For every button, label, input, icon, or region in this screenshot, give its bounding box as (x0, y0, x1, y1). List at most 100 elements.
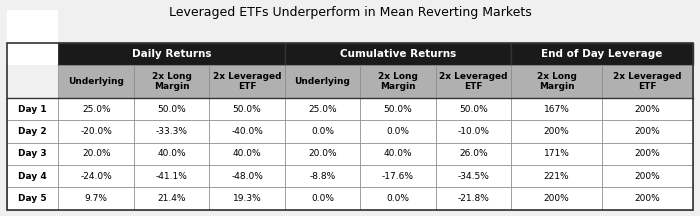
Text: 200%: 200% (544, 194, 570, 203)
Bar (7, 165, 58, 187)
Bar (285, 65, 360, 98)
Bar (511, 120, 602, 143)
Text: 9.7%: 9.7% (85, 194, 108, 203)
Bar (209, 143, 285, 165)
Text: 19.3%: 19.3% (232, 194, 262, 203)
Bar (7, 10, 58, 65)
Bar (602, 65, 693, 98)
Bar (209, 98, 285, 120)
Text: 171%: 171% (544, 149, 570, 158)
Bar (7, 187, 58, 210)
Bar (435, 187, 511, 210)
Bar (285, 143, 360, 165)
Text: -34.5%: -34.5% (458, 172, 489, 181)
Bar (602, 187, 693, 210)
Text: Leveraged ETFs Underperform in Mean Reverting Markets: Leveraged ETFs Underperform in Mean Reve… (169, 6, 531, 19)
Bar (58, 120, 134, 143)
Bar (134, 65, 209, 98)
Text: 21.4%: 21.4% (158, 194, 186, 203)
Text: End of Day Leverage: End of Day Leverage (541, 49, 663, 59)
Text: 2x Long
Margin: 2x Long Margin (152, 72, 192, 91)
Bar (435, 98, 511, 120)
Bar (7, 143, 58, 165)
Text: 2x Leveraged
ETF: 2x Leveraged ETF (613, 72, 682, 91)
Bar (134, 143, 209, 165)
Bar (285, 120, 360, 143)
Text: 2x Leveraged
ETF: 2x Leveraged ETF (439, 72, 507, 91)
Text: 40.0%: 40.0% (384, 149, 412, 158)
Bar (435, 165, 511, 187)
Text: Day 4: Day 4 (18, 172, 47, 181)
Text: 2x Long
Margin: 2x Long Margin (378, 72, 418, 91)
Text: 200%: 200% (635, 194, 660, 203)
Text: 26.0%: 26.0% (459, 149, 488, 158)
Text: 0.0%: 0.0% (311, 127, 334, 136)
Bar (602, 143, 693, 165)
Text: Underlying: Underlying (68, 77, 124, 86)
Bar (58, 65, 134, 98)
Bar (7, 98, 58, 120)
Text: 50.0%: 50.0% (158, 105, 186, 114)
Bar (360, 143, 435, 165)
Bar (435, 143, 511, 165)
Text: -41.1%: -41.1% (155, 172, 188, 181)
Text: Day 1: Day 1 (18, 105, 47, 114)
Text: 50.0%: 50.0% (384, 105, 412, 114)
Bar (209, 165, 285, 187)
Bar (285, 98, 360, 120)
Text: 2x Long
Margin: 2x Long Margin (537, 72, 577, 91)
Bar (134, 165, 209, 187)
Text: 25.0%: 25.0% (82, 105, 111, 114)
Text: 221%: 221% (544, 172, 570, 181)
Text: 200%: 200% (544, 127, 570, 136)
Bar (360, 165, 435, 187)
Text: -40.0%: -40.0% (231, 127, 263, 136)
Text: Daily Returns: Daily Returns (132, 49, 211, 59)
Text: -20.0%: -20.0% (80, 127, 112, 136)
Bar (58, 43, 285, 65)
Bar (58, 143, 134, 165)
Text: Cumulative Returns: Cumulative Returns (340, 49, 456, 59)
Text: -33.3%: -33.3% (155, 127, 188, 136)
Bar (134, 120, 209, 143)
Text: 20.0%: 20.0% (308, 149, 337, 158)
Bar (360, 120, 435, 143)
Text: 0.0%: 0.0% (386, 194, 410, 203)
Text: 200%: 200% (635, 172, 660, 181)
Text: 200%: 200% (635, 149, 660, 158)
Bar (7, 43, 693, 210)
Text: Day 2: Day 2 (18, 127, 47, 136)
Text: Day 3: Day 3 (18, 149, 47, 158)
Bar (435, 120, 511, 143)
Bar (134, 187, 209, 210)
Text: 200%: 200% (635, 105, 660, 114)
Bar (511, 187, 602, 210)
Bar (285, 187, 360, 210)
Bar (209, 187, 285, 210)
Bar (511, 98, 602, 120)
Bar (209, 65, 285, 98)
Text: 40.0%: 40.0% (233, 149, 261, 158)
Text: 40.0%: 40.0% (158, 149, 186, 158)
Text: -21.8%: -21.8% (458, 194, 489, 203)
Text: 2x Leveraged
ETF: 2x Leveraged ETF (213, 72, 281, 91)
Bar (360, 98, 435, 120)
Text: Day 5: Day 5 (18, 194, 47, 203)
Bar (58, 98, 134, 120)
Bar (285, 43, 511, 65)
Text: 200%: 200% (635, 127, 660, 136)
Bar (360, 65, 435, 98)
Bar (58, 165, 134, 187)
Bar (511, 43, 693, 65)
Text: -17.6%: -17.6% (382, 172, 414, 181)
Text: 0.0%: 0.0% (311, 194, 334, 203)
Bar (511, 143, 602, 165)
Bar (209, 120, 285, 143)
Bar (285, 165, 360, 187)
Text: 0.0%: 0.0% (386, 127, 410, 136)
Text: -8.8%: -8.8% (309, 172, 336, 181)
Bar (602, 165, 693, 187)
Text: 167%: 167% (544, 105, 570, 114)
Bar (134, 98, 209, 120)
Text: 50.0%: 50.0% (232, 105, 262, 114)
